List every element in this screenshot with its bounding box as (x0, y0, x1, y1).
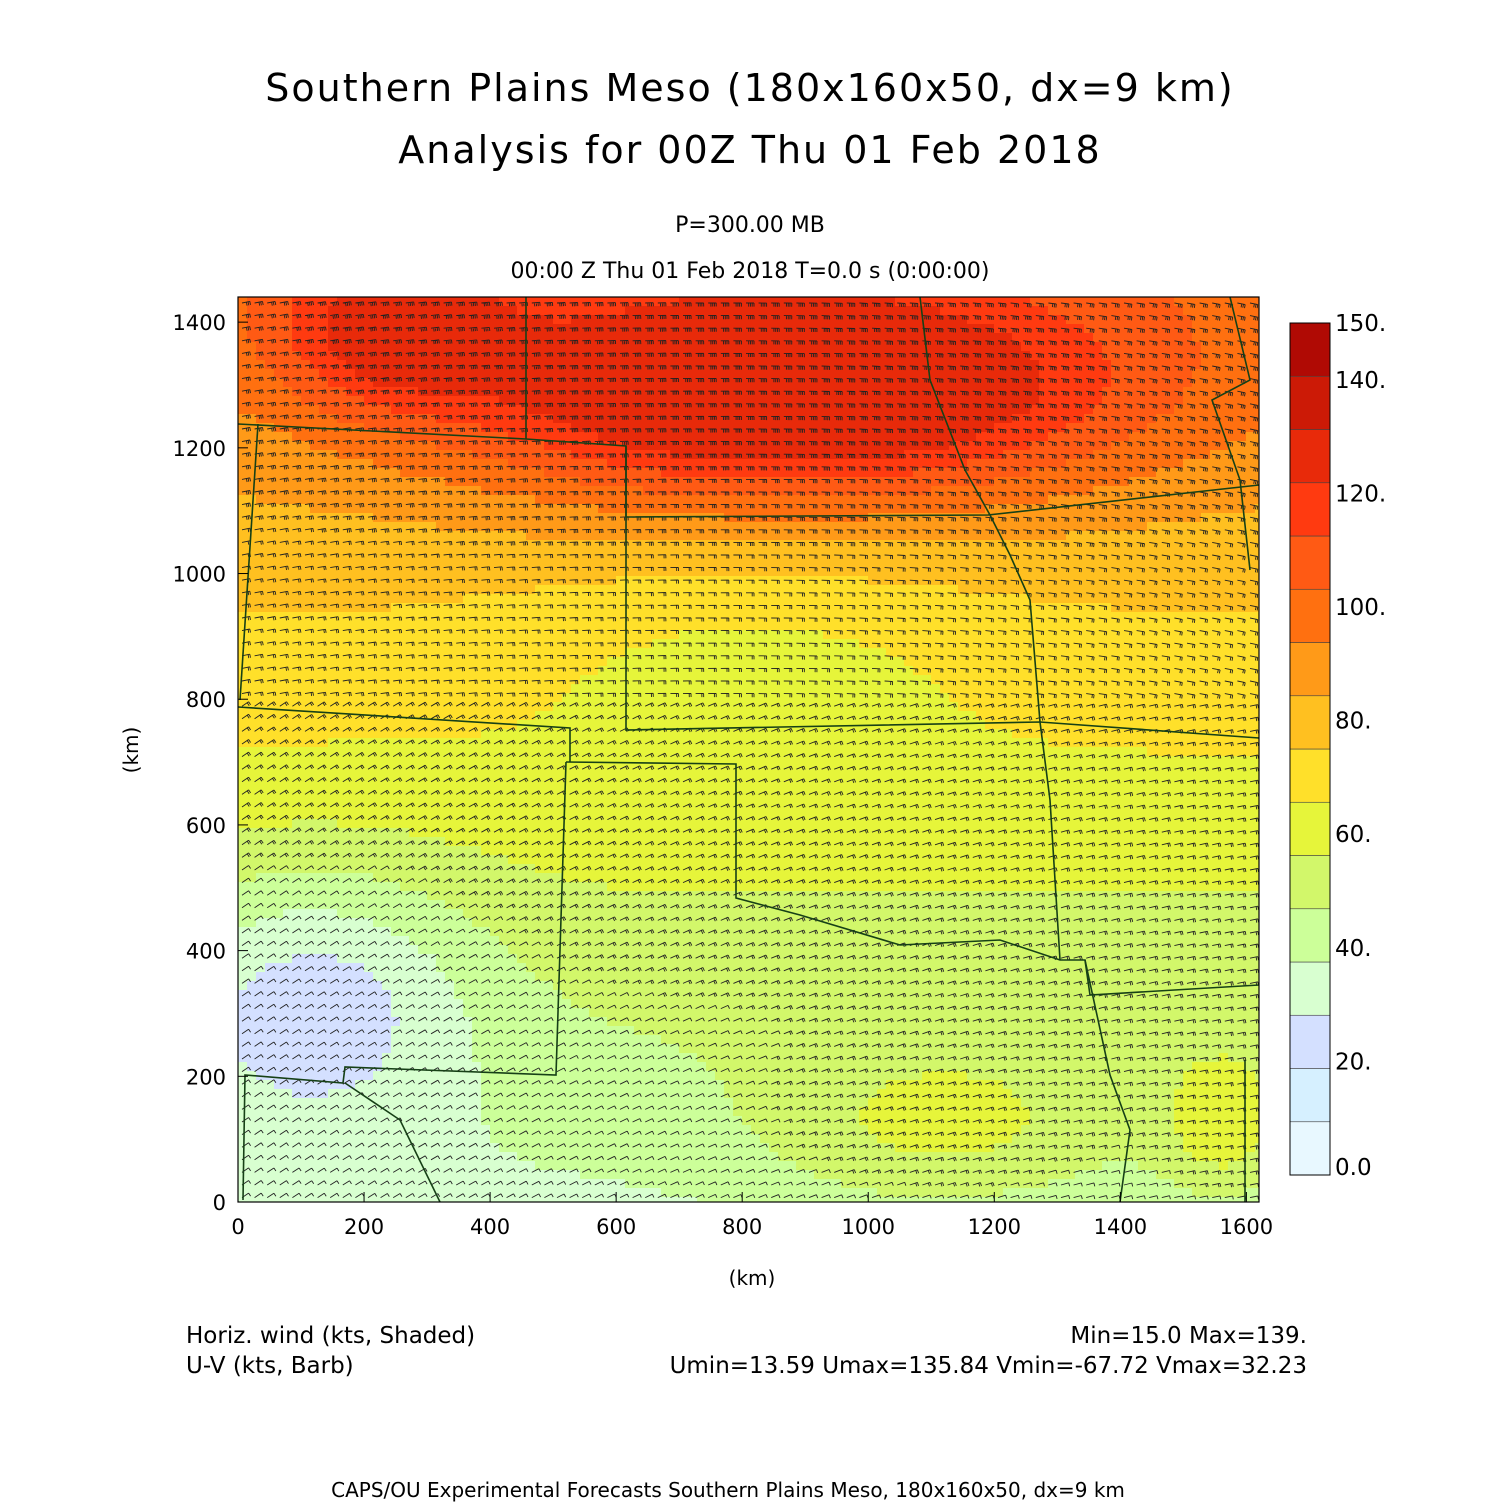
y-tick-label: 0 (213, 1191, 226, 1215)
vector-description: U-V (kts, Barb) (186, 1353, 354, 1379)
colorbar-swatch (1290, 430, 1330, 483)
colorbar-swatch (1290, 696, 1330, 749)
colorbar-label: 140. (1335, 368, 1386, 394)
colorbar-swatch (1290, 856, 1330, 909)
uv-stats: Umin=13.59 Umax=135.84 Vmin=-67.72 Vmax=… (670, 1353, 1307, 1379)
x-tick-label: 1200 (968, 1215, 1021, 1239)
colorbar-swatch (1290, 643, 1330, 696)
y-tick-label: 600 (186, 814, 226, 838)
colorbar-label: 0.0 (1335, 1155, 1372, 1181)
y-tick-label: 1400 (173, 311, 226, 335)
colorbar-swatch (1290, 483, 1330, 536)
y-tick-label: 1000 (173, 563, 226, 587)
colorbar-label: 100. (1335, 595, 1386, 621)
x-tick-label: 800 (722, 1215, 762, 1239)
y-tick-label: 200 (186, 1065, 226, 1089)
colorbar-label: 20. (1335, 1049, 1372, 1075)
y-tick-label: 1200 (173, 437, 226, 461)
x-tick-label: 600 (596, 1215, 636, 1239)
colorbar-swatch (1290, 1015, 1330, 1068)
colorbar-label: 120. (1335, 481, 1386, 507)
x-tick-label: 200 (344, 1215, 384, 1239)
colorbar-swatch (1290, 802, 1330, 855)
colorbar-swatch (1290, 589, 1330, 642)
colorbar-label: 80. (1335, 709, 1372, 735)
x-axis-label: (km) (729, 1266, 776, 1290)
y-tick-label: 400 (186, 940, 226, 964)
colorbar-label: 150. (1335, 311, 1386, 337)
y-axis-label: (km) (119, 727, 143, 774)
y-tick-label: 800 (186, 688, 226, 712)
colorbar-label: 40. (1335, 936, 1372, 962)
colorbar-swatch (1290, 323, 1330, 376)
colorbar-swatch (1290, 749, 1330, 802)
colorbar: 150. 140. 120. 100. 80. 60. 40. 20. 0.0 (1290, 311, 1386, 1181)
footer-credit: CAPS/OU Experimental Forecasts Southern … (0, 1478, 1456, 1502)
x-tick-label: 1600 (1220, 1215, 1273, 1239)
colorbar-swatch (1290, 1122, 1330, 1175)
colorbar-label: 60. (1335, 822, 1372, 848)
colorbar-swatch (1290, 962, 1330, 1015)
colorbar-swatch (1290, 909, 1330, 962)
colorbar-swatch (1290, 1069, 1330, 1122)
colorbar-swatch (1290, 376, 1330, 429)
field-description: Horiz. wind (kts, Shaded) (186, 1323, 475, 1349)
colorbar-swatch (1290, 536, 1330, 589)
wind-speed-shading (238, 297, 1265, 1207)
x-tick-label: 0 (231, 1215, 244, 1239)
x-tick-label: 1400 (1094, 1215, 1147, 1239)
x-tick-label: 400 (470, 1215, 510, 1239)
x-tick-label: 1000 (842, 1215, 895, 1239)
min-max-stats: Min=15.0 Max=139. (1070, 1323, 1307, 1349)
